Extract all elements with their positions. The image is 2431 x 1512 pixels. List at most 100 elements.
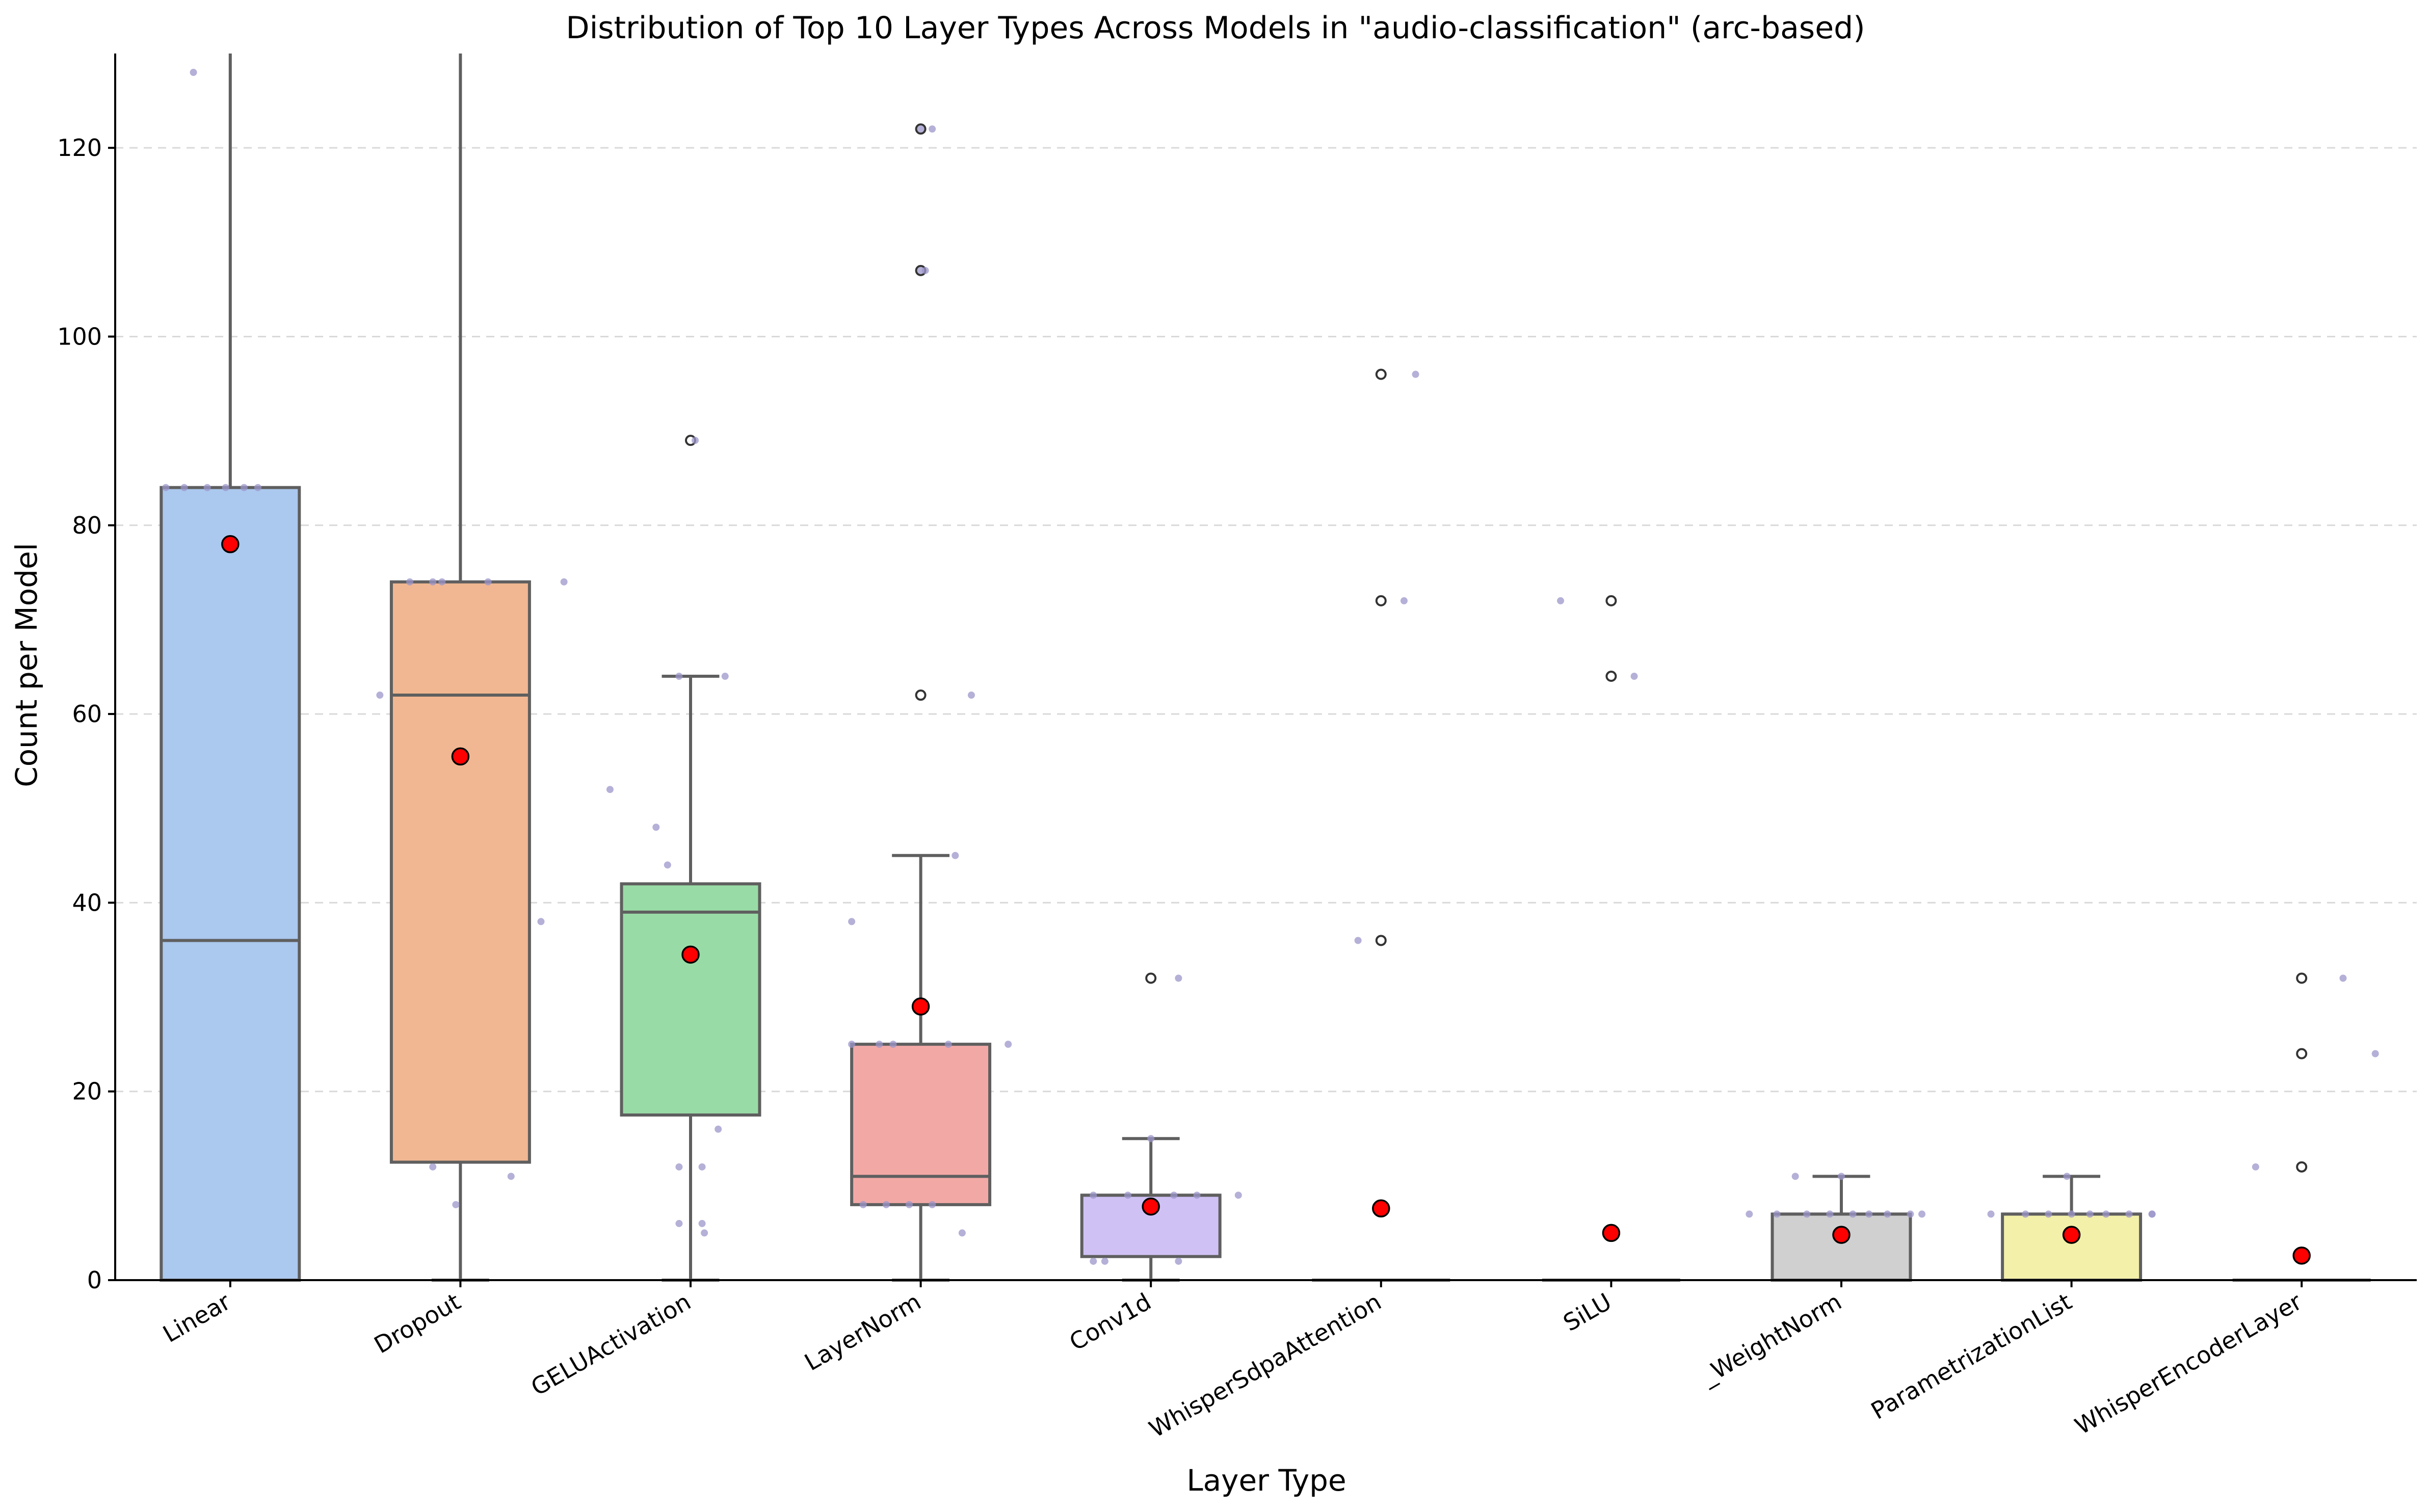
data-point [882,1201,890,1208]
iqr-box [2001,1212,2143,1282]
data-point [675,673,683,680]
box-WhisperEncoderLayer [2232,972,2371,1282]
box-GELUActivation [620,435,761,1282]
data-point [701,1229,708,1237]
data-point [1005,1041,1012,1048]
data-point-layer [162,69,2379,1265]
data-point [929,125,936,133]
x-tick-label: GELUActivation [526,1288,696,1401]
data-point [721,673,729,680]
mean-marker [911,997,930,1016]
data-point [2125,1210,2133,1218]
data-point [1838,1173,1845,1180]
iqr-box [1771,1212,1912,1282]
data-point [929,1201,936,1208]
y-tick-label: 120 [57,134,102,162]
data-point [848,918,856,925]
data-point [1865,1210,1873,1218]
x-axis-label: Layer Type [1186,1463,1346,1498]
data-point [1849,1210,1857,1218]
data-point [180,484,188,491]
data-point [2086,1210,2094,1218]
mean-marker [221,535,240,553]
box-WhisperSdpaAttention [1312,368,1450,1282]
data-point [859,1201,867,1208]
data-point [675,1163,683,1171]
data-point [1354,937,1362,944]
y-tick-label: 20 [72,1078,102,1105]
data-point [2339,974,2347,982]
data-point [2252,1163,2259,1171]
data-point [203,484,211,491]
data-point [438,578,446,586]
data-point [507,1173,515,1180]
data-point [2063,1173,2071,1180]
data-point [1101,1257,1108,1265]
data-point [1175,1257,1182,1265]
data-point [484,578,492,586]
outlier-point [1605,595,1617,606]
box-LayerNorm [850,123,992,1282]
x-tick-label: Dropout [369,1288,465,1359]
data-point [889,1041,897,1048]
data-point [917,125,924,133]
x-tick-label: WhisperEncoderLayer [2070,1288,2307,1440]
y-axis-label: Count per Model [9,543,44,787]
data-point [848,1041,856,1048]
data-point [222,484,229,491]
data-point [1630,673,1638,680]
data-point [2148,1210,2156,1218]
data-point [1193,1191,1201,1199]
x-tick-label: SiLU [1558,1288,1616,1337]
y-tick-label: 80 [72,512,102,539]
x-tick-label: Conv1d [1065,1288,1156,1356]
mean-marker [1142,1197,1160,1216]
data-point [376,692,384,699]
data-point [2102,1210,2110,1218]
outlier-point [2296,1161,2308,1173]
iqr-box [850,1043,992,1206]
data-point [429,1163,437,1171]
outlier-point [1375,368,1387,380]
outlier-point [2296,1048,2308,1059]
outlier-point [915,689,927,701]
mean-marker [681,945,700,964]
data-point [2371,1050,2379,1057]
data-point [240,484,248,491]
axes [108,54,2417,1287]
outlier-point [2296,972,2308,984]
outlier-point [915,123,927,135]
data-point [698,1219,706,1227]
data-point [952,852,959,859]
data-point [429,578,437,586]
data-point [1412,370,1419,378]
outlier-point [1605,671,1617,682]
data-point [2045,1210,2052,1218]
data-point [1090,1191,1097,1199]
data-point [675,1219,683,1227]
data-point [1400,597,1408,604]
data-point [652,824,660,831]
data-point [921,267,929,274]
outlier-point [1375,935,1387,946]
iqr-box [160,486,301,1282]
mean-marker [2292,1246,2311,1265]
data-point [1791,1173,1799,1180]
data-point [1147,1135,1155,1143]
data-point [2068,1210,2075,1218]
data-point [452,1201,460,1208]
data-point [715,1125,722,1133]
data-point [664,861,671,869]
data-point [698,1163,706,1171]
iqr-box [389,580,531,1164]
data-point [967,692,975,699]
data-point [2022,1210,2029,1218]
mean-marker [1372,1199,1390,1218]
data-point [190,69,197,76]
data-point [1175,974,1182,982]
data-point [406,578,414,586]
x-tick-label: _WeightNorm [1696,1288,1846,1391]
data-point [692,437,699,444]
data-point [1773,1210,1781,1218]
